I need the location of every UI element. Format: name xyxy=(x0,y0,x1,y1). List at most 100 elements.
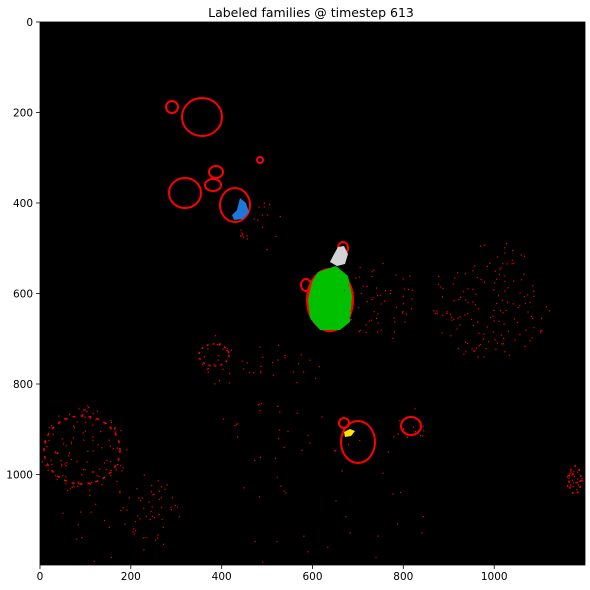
y-tick: 1000 xyxy=(6,470,40,482)
speckle xyxy=(420,435,422,437)
speckle xyxy=(283,490,285,492)
speckle xyxy=(91,482,93,484)
speckle xyxy=(477,308,479,310)
speckle xyxy=(73,425,75,427)
y-tick-label: 800 xyxy=(13,379,33,391)
speckle xyxy=(219,343,221,345)
speckle xyxy=(137,515,139,517)
speckle xyxy=(353,292,355,294)
speckle xyxy=(412,426,415,428)
speckle xyxy=(459,324,461,326)
speckle xyxy=(240,235,242,237)
speckle xyxy=(92,471,95,473)
speckle xyxy=(460,296,462,298)
speckle xyxy=(376,317,378,320)
speckle xyxy=(496,302,498,305)
speckle xyxy=(360,292,362,294)
speckle xyxy=(507,301,509,303)
cell-outline xyxy=(338,417,350,429)
speckle xyxy=(371,275,373,278)
speckle xyxy=(296,412,298,414)
speckle xyxy=(380,329,382,331)
speckle xyxy=(441,296,443,298)
y-tick-label: 1000 xyxy=(6,470,33,482)
speckle xyxy=(303,371,305,373)
speckle xyxy=(450,316,452,319)
speckle xyxy=(287,430,289,432)
speckle xyxy=(504,351,506,353)
speckle xyxy=(404,321,406,323)
speckle xyxy=(474,350,476,352)
speckle xyxy=(501,343,503,345)
speckle xyxy=(223,418,225,420)
speckle xyxy=(397,523,399,525)
speckle xyxy=(64,463,66,465)
speckle xyxy=(213,363,215,365)
speckle xyxy=(276,476,278,478)
speckle xyxy=(506,263,508,265)
speckle xyxy=(214,383,216,385)
speckle xyxy=(62,475,64,477)
speckle xyxy=(500,267,502,269)
x-tick-label: 600 xyxy=(302,571,322,583)
speckle xyxy=(467,302,469,304)
y-tick: 600 xyxy=(13,289,40,301)
x-tick: 800 xyxy=(393,565,413,583)
speckle xyxy=(120,509,122,512)
speckle xyxy=(64,418,66,420)
y-tick-label: 600 xyxy=(13,289,33,301)
speckle xyxy=(527,311,529,313)
speckle xyxy=(261,214,263,216)
speckle xyxy=(149,518,151,520)
speckle xyxy=(519,334,521,336)
speckle xyxy=(103,462,105,464)
speckle xyxy=(178,516,180,518)
speckle xyxy=(524,346,526,348)
speckle xyxy=(421,532,423,534)
speckle xyxy=(202,363,204,366)
speckle xyxy=(422,516,424,518)
speckle xyxy=(566,485,569,487)
speckle xyxy=(141,497,143,499)
speckle xyxy=(524,302,526,305)
speckle xyxy=(485,348,487,350)
speckle xyxy=(422,425,424,427)
speckle xyxy=(296,382,298,384)
speckle xyxy=(240,229,242,231)
speckle xyxy=(500,334,502,336)
speckle xyxy=(241,360,243,362)
speckle xyxy=(162,543,165,545)
speckle xyxy=(86,461,88,463)
speckle xyxy=(236,424,238,426)
speckle xyxy=(493,320,495,322)
speckle xyxy=(409,275,411,277)
speckle xyxy=(54,451,56,453)
speckle xyxy=(405,313,407,315)
speckle xyxy=(483,356,485,358)
speckle xyxy=(358,276,360,278)
speckle xyxy=(433,310,435,312)
speckle xyxy=(77,524,79,526)
speckle xyxy=(400,491,402,493)
speckle xyxy=(170,509,173,511)
speckle xyxy=(70,441,72,443)
speckle xyxy=(483,281,486,283)
speckle xyxy=(567,475,569,477)
speckle xyxy=(574,475,576,477)
speckle xyxy=(464,273,466,275)
speckle xyxy=(446,311,448,313)
speckle xyxy=(480,344,482,346)
speckle xyxy=(74,427,76,429)
speckle xyxy=(366,301,368,303)
speckle xyxy=(307,551,309,553)
speckle xyxy=(457,347,459,349)
speckle xyxy=(139,518,141,520)
speckle xyxy=(226,349,228,352)
speckle xyxy=(412,289,414,291)
speckle xyxy=(505,309,507,312)
speckle xyxy=(110,556,112,558)
speckle xyxy=(303,535,305,537)
speckle xyxy=(138,497,140,499)
speckle xyxy=(477,356,479,358)
